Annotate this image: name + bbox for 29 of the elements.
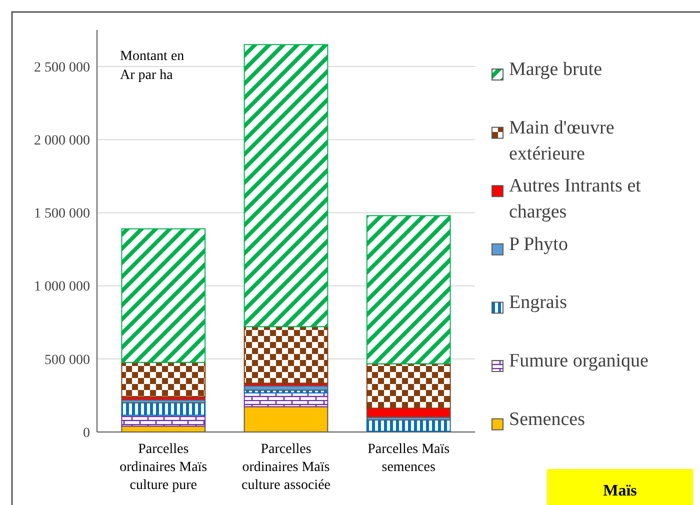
bar (366, 363, 451, 409)
y-tick-label: 2 000 000 (34, 134, 90, 149)
x-tick-label: Parcelles ordinaires Maïs culture associée (241, 442, 331, 493)
bar (244, 326, 328, 384)
x-tick-label: Parcelles ordinaires Maïs culture pure (120, 442, 208, 493)
bar (366, 408, 451, 418)
bar (121, 228, 206, 363)
legend-label: Fumure organique (509, 350, 648, 372)
bar (121, 414, 206, 427)
legend-label: P Phyto (509, 234, 568, 255)
x-tick-label: Parcelles Maïs semences (368, 442, 450, 475)
bar (121, 362, 206, 398)
bar (121, 402, 206, 416)
legend-label: Main d'œuvre extérieure (509, 117, 614, 164)
legend-label: Semences (509, 408, 585, 430)
y-tick-label: 1 500 000 (34, 206, 90, 222)
annotation: Montant en Ar par ha (120, 49, 184, 83)
y-tick-label: 0 (83, 426, 90, 441)
bar (366, 420, 451, 432)
bar (244, 44, 328, 328)
bar (366, 215, 451, 364)
y-tick-label: 2 500 000 (34, 60, 90, 76)
legend-label: Marge brute (509, 59, 602, 80)
bar (244, 392, 328, 408)
legend-label: Engrais (509, 292, 568, 314)
y-tick-label: 500 000 (44, 352, 90, 368)
legend-label: Autres Intrants et charges (509, 176, 642, 223)
text: Maïs (603, 482, 637, 500)
y-tick-label: 1 000 000 (34, 280, 90, 295)
